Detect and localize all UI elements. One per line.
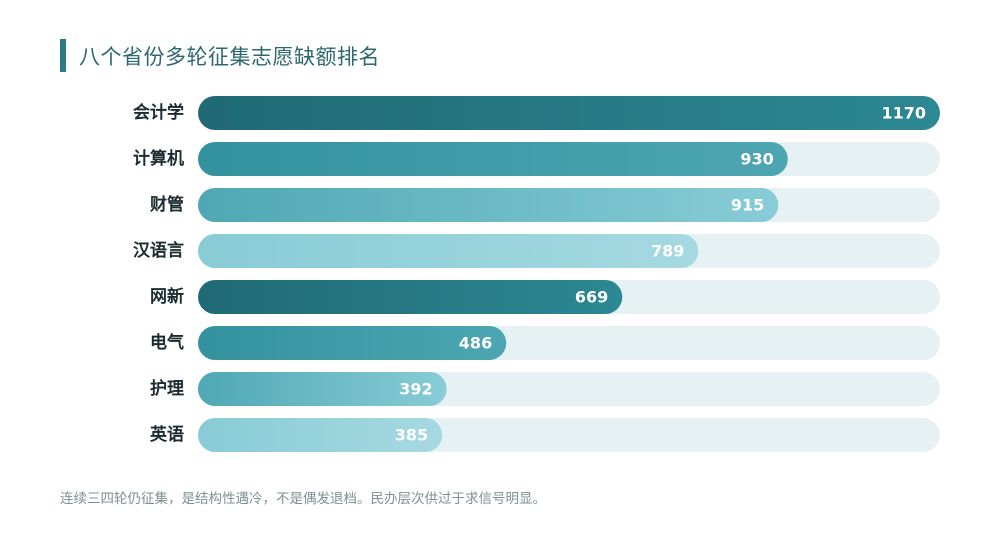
chart-title: 八个省份多轮征集志愿缺额排名 xyxy=(79,44,380,69)
bar xyxy=(198,234,699,268)
category-label: 电气 xyxy=(150,332,184,353)
value-label: 1170 xyxy=(881,104,926,123)
category-label: 护理 xyxy=(150,378,184,399)
category-label: 网新 xyxy=(150,286,184,307)
bar-row: 会计学 1170 xyxy=(133,96,940,130)
bar-row: 汉语言 789 xyxy=(133,234,940,268)
value-label: 392 xyxy=(399,380,432,399)
bar-row: 财管 915 xyxy=(149,188,940,222)
bar xyxy=(198,142,788,176)
value-label: 669 xyxy=(575,288,608,307)
chart-footnote: 连续三四轮仍征集，是结构性遇冷，不是偶发退档。民办层次供过于求信号明显。 xyxy=(60,491,546,507)
bar-row: 电气 486 xyxy=(150,326,940,360)
category-label: 英语 xyxy=(150,424,184,445)
value-label: 486 xyxy=(459,334,492,353)
bar xyxy=(198,418,443,452)
chart-title-block: 八个省份多轮征集志愿缺额排名 xyxy=(60,39,380,72)
value-label: 915 xyxy=(731,196,764,215)
category-label: 汉语言 xyxy=(133,240,184,261)
bar-row: 英语 385 xyxy=(150,418,940,452)
category-label: 会计学 xyxy=(133,102,184,123)
bar xyxy=(198,326,507,360)
value-label: 385 xyxy=(395,426,428,445)
bar-row: 计算机 930 xyxy=(133,142,940,176)
bar-row: 网新 669 xyxy=(150,280,940,314)
title-accent-bar xyxy=(60,39,66,72)
bar xyxy=(198,280,623,314)
bar xyxy=(198,372,447,406)
bar xyxy=(198,188,779,222)
bar xyxy=(198,96,940,130)
value-label: 930 xyxy=(740,150,773,169)
value-label: 789 xyxy=(651,242,684,261)
category-label: 计算机 xyxy=(133,148,184,169)
bar-row: 护理 392 xyxy=(150,372,940,406)
category-label: 财管 xyxy=(149,194,184,215)
